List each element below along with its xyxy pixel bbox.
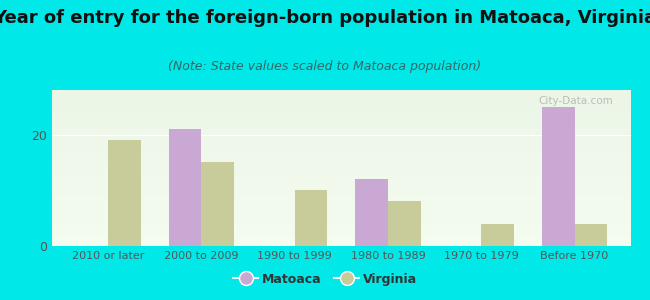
Bar	[481, 224, 514, 246]
Legend: Matoaca, Virginia: Matoaca, Virginia	[228, 268, 422, 291]
Bar	[108, 140, 140, 246]
Bar	[575, 224, 607, 246]
Bar	[202, 162, 234, 246]
Text: City-Data.com: City-Data.com	[538, 96, 613, 106]
Text: Year of entry for the foreign-born population in Matoaca, Virginia: Year of entry for the foreign-born popul…	[0, 9, 650, 27]
Bar	[168, 129, 202, 246]
Bar	[294, 190, 327, 246]
Bar	[542, 107, 575, 246]
Text: (Note: State values scaled to Matoaca population): (Note: State values scaled to Matoaca po…	[168, 60, 482, 73]
Bar	[356, 179, 388, 246]
Bar	[388, 201, 421, 246]
